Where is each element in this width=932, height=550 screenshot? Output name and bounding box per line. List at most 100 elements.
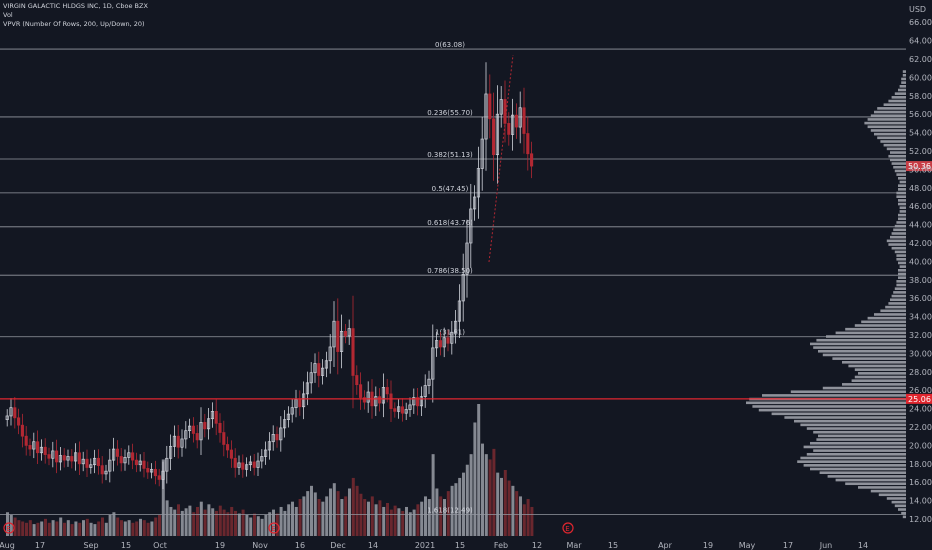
candle-body [70, 456, 74, 462]
candle [465, 219, 469, 298]
candle-body [241, 462, 245, 470]
volume-bar [6, 512, 9, 536]
vpvr-row [867, 316, 906, 320]
vpvr-row [890, 151, 906, 154]
candle-body [488, 93, 492, 120]
volume-bar [9, 514, 13, 536]
volume-bar [222, 509, 226, 536]
volume-bar [17, 520, 21, 536]
candle-body [397, 406, 401, 412]
vpvr-row [898, 88, 906, 92]
candle-body [514, 114, 518, 128]
candle [210, 402, 214, 428]
vpvr-row [886, 497, 906, 500]
candle-body [226, 444, 230, 451]
vpvr-row [810, 441, 906, 445]
vpvr-row [835, 331, 906, 335]
vpvr-row [870, 114, 906, 118]
candle [226, 436, 230, 458]
time-tick-label: Jun [819, 541, 833, 550]
volume-bar [188, 505, 192, 536]
vpvr-histogram [746, 70, 906, 519]
candle-body [450, 331, 454, 344]
candle-body [435, 340, 439, 349]
volume-bar [484, 454, 488, 536]
candle [332, 301, 336, 368]
volume-bar [427, 499, 431, 536]
volume-bar [446, 491, 450, 536]
candle [222, 420, 226, 457]
candle [199, 407, 203, 455]
candle [256, 452, 260, 476]
vpvr-row [784, 416, 906, 419]
candle-body [112, 448, 116, 461]
candle-body [492, 118, 496, 156]
candle-body [115, 448, 119, 457]
volume-bar [226, 512, 230, 536]
candle-body [176, 435, 180, 448]
candle-body [522, 107, 526, 134]
vpvr-row [818, 349, 906, 353]
candle-body [267, 441, 271, 451]
candle [13, 397, 17, 429]
volume-bar [13, 517, 17, 536]
vpvr-row [898, 184, 906, 187]
candle [70, 449, 74, 469]
earnings-marker-2[interactable]: E [268, 522, 280, 534]
candle [157, 468, 161, 487]
price-tick-label: 64.00 [909, 37, 932, 46]
volume-bar [51, 520, 55, 536]
volume-bar [59, 517, 63, 536]
candle [9, 398, 13, 426]
time-axis[interactable]: Aug 17 Sep 15 Oct 19 Nov 16 Dec 14 2021 15 Feb 12 Mar 1… [0, 541, 868, 550]
currency-label[interactable]: USD [909, 5, 926, 14]
volume-bar [158, 514, 161, 536]
time-tick-label: 14 [858, 541, 868, 550]
volume-bar [389, 509, 393, 536]
earnings-marker-3[interactable]: E [562, 522, 574, 534]
candle-body [385, 387, 389, 395]
volume-bar [44, 518, 47, 536]
candle-body [298, 399, 302, 408]
price-axis[interactable]: 12.00 14.00 16.00 18.00 20.00 22.00 24.00 26.00… [909, 18, 932, 524]
vpvr-row [864, 121, 906, 125]
vpvr-row [858, 486, 906, 489]
candle [165, 445, 169, 484]
vpvr-row [888, 154, 906, 158]
candle [514, 103, 518, 139]
candle [245, 457, 249, 477]
volume-bar [40, 521, 44, 536]
volume-bar [503, 470, 507, 536]
volume-bar [291, 501, 294, 536]
volume-bar [78, 522, 82, 536]
vpvr-row [902, 70, 906, 73]
vpvr-row [899, 210, 906, 213]
support-price-label: 25.06 [908, 395, 931, 404]
earnings-marker-1[interactable]: E [3, 522, 15, 534]
fib-level-label: 0.786(38.50) [427, 267, 473, 275]
candle-body [279, 427, 283, 441]
vpvr-row [870, 489, 906, 493]
candle [412, 388, 416, 414]
candle-body [419, 396, 423, 407]
vpvr-legend[interactable]: VPVR (Number Of Rows, 200, Up/Down, 20) [3, 20, 145, 28]
candle [503, 80, 507, 143]
candle-body [207, 418, 211, 430]
candle-body [32, 441, 36, 450]
candle-body [96, 457, 100, 466]
volume-legend[interactable]: Vol [3, 11, 13, 19]
candle-body [484, 93, 488, 140]
candle-body [142, 460, 146, 469]
price-tick-label: 56.00 [909, 110, 932, 119]
candle [123, 449, 127, 471]
candle-body [416, 397, 420, 407]
candle-body [309, 372, 313, 384]
symbol-title[interactable]: VIRGIN GALACTIC HLDGS INC, 1D, Cboe BZX [3, 2, 148, 10]
vpvr-row [890, 298, 906, 302]
candle-body [100, 465, 104, 475]
vpvr-row [896, 280, 906, 283]
candle-body [5, 415, 9, 420]
price-tick-label: 28.00 [909, 368, 932, 377]
candle [214, 399, 218, 436]
